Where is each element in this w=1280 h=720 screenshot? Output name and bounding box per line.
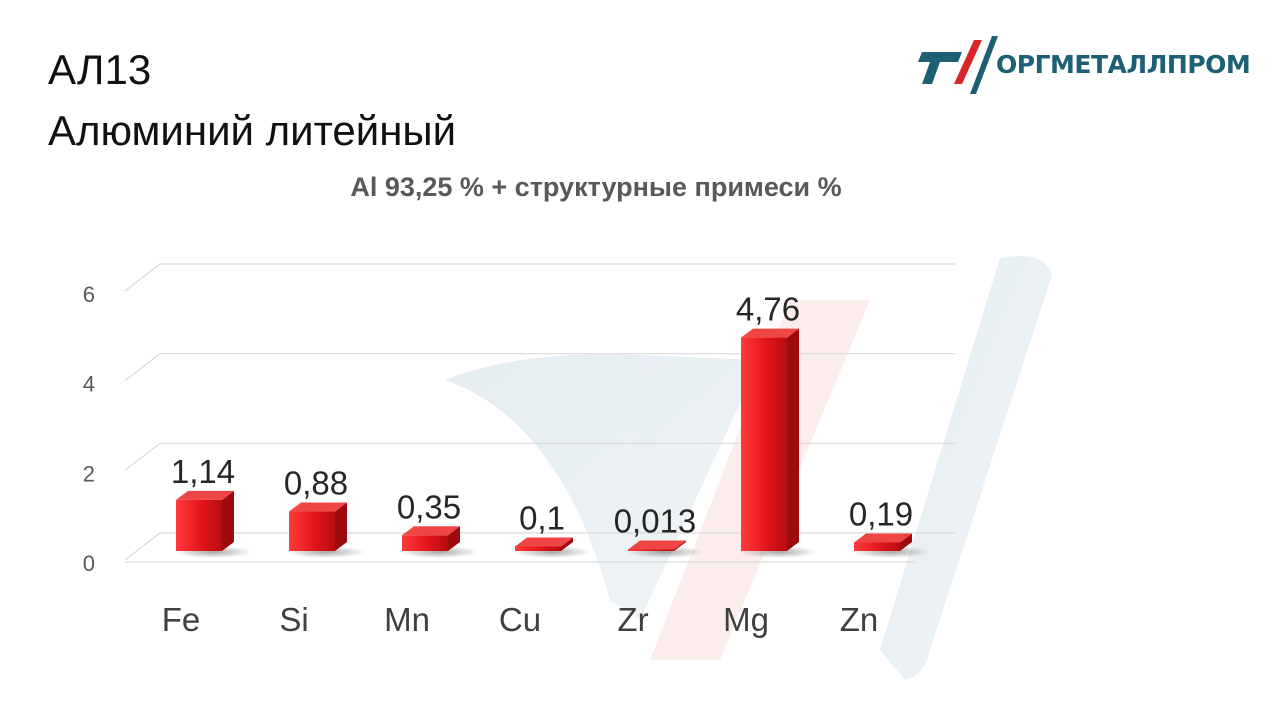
x-axis: Fe Si Mn Cu Zr Mg Zn xyxy=(162,601,879,638)
bar-top xyxy=(402,526,460,536)
bar-mn xyxy=(399,526,479,558)
bar-top xyxy=(515,537,573,547)
logo-mark-icon xyxy=(918,36,998,94)
x-tick-label-mg: Mg xyxy=(723,601,769,638)
y-axis: 0 2 4 6 xyxy=(83,282,95,576)
grid-line xyxy=(124,263,955,292)
chart-grid xyxy=(124,263,955,563)
y-tick-label: 0 xyxy=(83,551,95,576)
page-title: АЛ13 Алюминий литейный xyxy=(48,40,456,162)
bar-top xyxy=(176,490,234,500)
data-labels: 1,14 0,88 0,35 0,1 0,013 4,76 0,19 xyxy=(171,291,913,540)
bar-fe xyxy=(173,490,253,558)
bar-front xyxy=(741,337,787,551)
bar-side xyxy=(222,490,234,551)
bar-front xyxy=(515,546,561,551)
bar-zn xyxy=(851,533,931,558)
x-tick-label-fe: Fe xyxy=(162,601,201,638)
x-tick-label-zr: Zr xyxy=(617,601,648,638)
bar-front xyxy=(402,535,448,551)
bar-cu xyxy=(512,537,592,558)
grid-line xyxy=(124,353,955,382)
x-tick-label-cu: Cu xyxy=(499,601,541,638)
y-tick-label: 2 xyxy=(83,461,95,486)
grid-line xyxy=(124,442,955,471)
data-label-zn: 0,19 xyxy=(849,495,913,532)
bar-top xyxy=(289,502,347,512)
y-tick-label: 4 xyxy=(83,372,95,397)
bar-top xyxy=(741,328,799,338)
page-title-line1: АЛ13 xyxy=(48,46,152,93)
data-label-zr: 0,013 xyxy=(614,503,697,540)
y-tick-label: 6 xyxy=(83,282,95,307)
data-label-cu: 0,1 xyxy=(519,500,565,537)
bar-side xyxy=(561,537,573,551)
x-tick-label-si: Si xyxy=(279,601,308,638)
bar-top xyxy=(854,533,912,543)
bars xyxy=(173,328,931,558)
bar-top xyxy=(628,540,686,550)
x-tick-label-zn: Zn xyxy=(840,601,879,638)
bar-side xyxy=(900,533,912,551)
data-label-mn: 0,35 xyxy=(397,488,461,525)
bar-front xyxy=(854,542,900,551)
data-label-si: 0,88 xyxy=(284,465,348,502)
bar-side xyxy=(448,526,460,551)
chart-title: Al 93,25 % + структурные примеси % xyxy=(350,172,842,202)
x-tick-label-mn: Mn xyxy=(384,601,430,638)
bar-si xyxy=(286,502,366,558)
grid-line xyxy=(124,532,955,561)
data-label-fe: 1,14 xyxy=(171,453,235,490)
logo: ОРГМЕТАЛЛПРОМ xyxy=(918,32,1251,102)
bar-front xyxy=(176,499,222,551)
bar-mg xyxy=(738,328,818,558)
bar-zr xyxy=(625,540,705,558)
bar-side xyxy=(787,328,799,551)
logo-text: ОРГМЕТАЛЛПРОМ xyxy=(996,50,1251,79)
bar-side xyxy=(335,502,347,551)
bar-front xyxy=(289,511,335,551)
page-title-line2: Алюминий литейный xyxy=(48,106,457,154)
data-label-mg: 4,76 xyxy=(736,291,800,328)
bar-side xyxy=(674,540,686,551)
bar-front xyxy=(628,549,674,551)
